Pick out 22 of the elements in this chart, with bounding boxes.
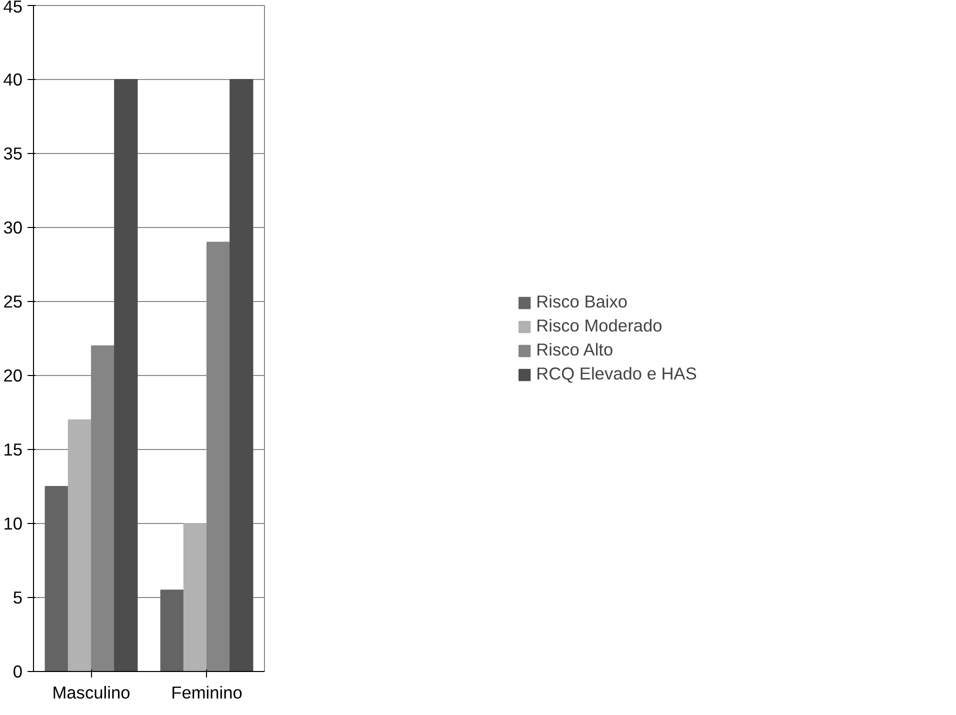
y-tick-label: 5 xyxy=(12,588,23,608)
bar xyxy=(183,523,208,672)
y-tick-label: 45 xyxy=(3,0,23,16)
bar xyxy=(160,590,184,672)
legend-label: RCQ Elevado e HAS xyxy=(536,364,697,384)
y-tick-label: 20 xyxy=(3,366,23,386)
x-tick-label: Masculino xyxy=(52,682,130,702)
y-tick-label: 40 xyxy=(3,70,23,90)
y-tick-label: 10 xyxy=(3,514,23,534)
y-tick-label: 35 xyxy=(3,144,23,164)
x-tick-label: Feminino xyxy=(171,682,242,702)
legend-label: Risco Moderado xyxy=(536,316,662,336)
legend-label: Risco Alto xyxy=(536,340,614,360)
bar xyxy=(230,79,254,672)
bar xyxy=(114,79,138,672)
bar xyxy=(44,486,68,672)
y-tick-label: 0 xyxy=(12,662,23,682)
y-tick-label: 25 xyxy=(3,292,23,312)
bar xyxy=(68,419,92,672)
y-tick-label: 30 xyxy=(3,218,23,238)
y-tick-label: 15 xyxy=(3,440,23,460)
legend-label: Risco Baixo xyxy=(536,292,628,312)
